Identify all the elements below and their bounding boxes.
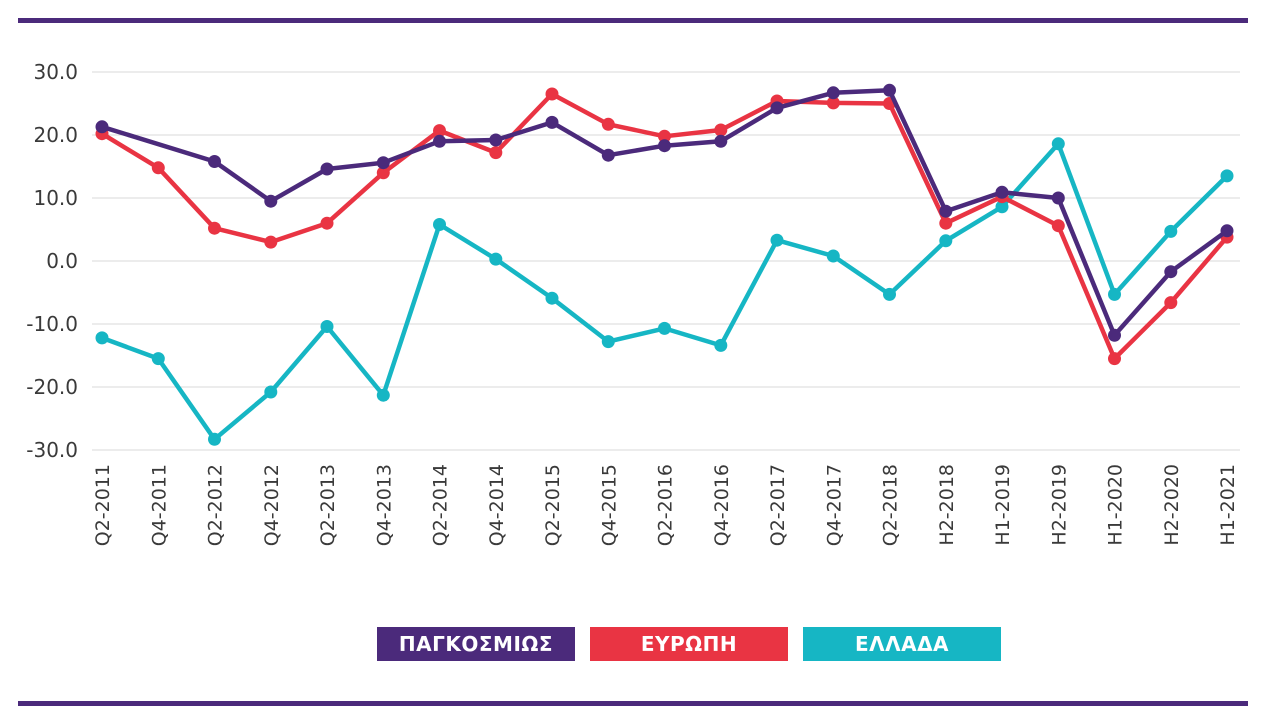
x-tick-label: Q4-2015 [598,464,620,546]
data-point [1220,169,1234,183]
x-tick-label: H2-2018 [936,464,958,546]
x-tick-label: H2-2020 [1161,464,1183,546]
data-point [433,134,446,148]
y-tick-label: 10.0 [33,186,78,210]
data-point [320,216,334,230]
data-point [601,148,615,162]
data-point [658,129,671,143]
data-point [208,155,221,168]
data-point [208,432,221,446]
data-point [995,200,1009,214]
data-point [1164,265,1178,279]
legend-item-europe: ΕΥΡΩΠΗ [590,627,788,661]
x-tick-label: Q2-2016 [655,464,677,546]
data-point [489,146,503,160]
legend-item-global: ΠΑΓΚΟΣΜΙΩΣ [377,627,575,661]
x-tick-label: Q2-2013 [317,464,339,546]
x-tick-label: H1-2019 [992,464,1014,546]
series-lines [95,83,1234,446]
data-point [939,234,953,248]
data-point [376,156,390,170]
top-rule [18,18,1248,23]
x-tick-label: Q2-2017 [767,464,789,546]
y-tick-label: -20.0 [26,375,78,399]
x-tick-label: Q2-2014 [430,464,452,546]
y-tick-label: -10.0 [26,312,78,336]
data-point [545,115,559,129]
data-point [658,139,671,153]
x-axis-ticks: Q2-2011 Q4-2011 Q2-2012 Q4-2012 Q2-2013 Q4-20… [92,464,1239,546]
data-point [151,161,165,175]
y-tick-label: 30.0 [33,60,78,84]
x-tick-label: Q4-2012 [261,464,283,546]
bottom-rule [18,701,1248,706]
y-axis-ticks: 30.0 20.0 10.0 0.0 -10.0 -20.0 -30.0 [26,60,78,462]
data-point [770,233,784,247]
series-2 [95,137,1234,446]
data-point [1051,219,1065,233]
data-point [376,166,390,180]
data-point [883,287,896,301]
data-point [151,352,165,366]
data-point [1164,296,1178,310]
data-point [1051,137,1065,151]
data-point [1220,224,1234,238]
data-point [714,123,728,137]
x-tick-label: Q4-2016 [711,464,733,546]
x-tick-label: H1-2021 [1217,464,1239,546]
data-point [939,204,953,218]
data-point [264,385,278,399]
data-point [714,338,728,352]
x-tick-label: Q2-2015 [542,464,564,546]
x-tick-label: Q2-2011 [92,464,114,546]
data-point [95,120,109,134]
y-tick-label: -30.0 [26,438,78,462]
data-point [601,335,615,349]
legend: ΠΑΓΚΟΣΜΙΩΣ ΕΥΡΩΠΗ ΕΛΛΑΔΑ [0,627,1276,661]
data-point [826,86,840,100]
data-point [545,87,559,101]
x-tick-label: Q2-2018 [880,464,902,546]
data-point [320,320,334,333]
x-tick-label: H1-2020 [1105,464,1127,546]
data-point [264,194,278,208]
data-point [1108,328,1121,342]
x-tick-label: Q4-2017 [823,464,845,546]
data-point [1108,352,1121,366]
data-point [601,117,615,131]
x-tick-label: H2-2019 [1048,464,1070,546]
x-tick-label: Q4-2014 [486,464,508,546]
data-point [1108,287,1121,301]
data-point [433,218,446,231]
data-point [770,101,784,115]
data-point [95,331,109,345]
data-point [995,185,1009,199]
data-point [545,291,559,305]
data-point [489,133,503,147]
legend-item-greece: ΕΛΛΑΔΑ [803,627,1001,661]
y-tick-label: 0.0 [46,249,78,273]
data-point [1051,191,1065,205]
data-point [714,134,728,148]
data-point [489,252,503,266]
x-tick-label: Q2-2012 [205,464,227,546]
y-tick-label: 20.0 [33,123,78,147]
gridlines [92,71,1240,451]
data-point [264,235,278,249]
data-point [208,221,221,235]
data-point [826,96,840,110]
x-tick-label: Q4-2013 [373,464,395,546]
data-point [320,162,334,176]
series-0 [95,83,1234,342]
series-line [101,88,1229,338]
data-point [826,249,840,263]
data-point [658,321,671,335]
data-point [883,83,896,97]
data-point [433,124,446,138]
data-point [376,388,390,402]
x-tick-label: Q4-2011 [148,464,170,546]
data-point [939,216,953,230]
data-point [1164,224,1178,238]
